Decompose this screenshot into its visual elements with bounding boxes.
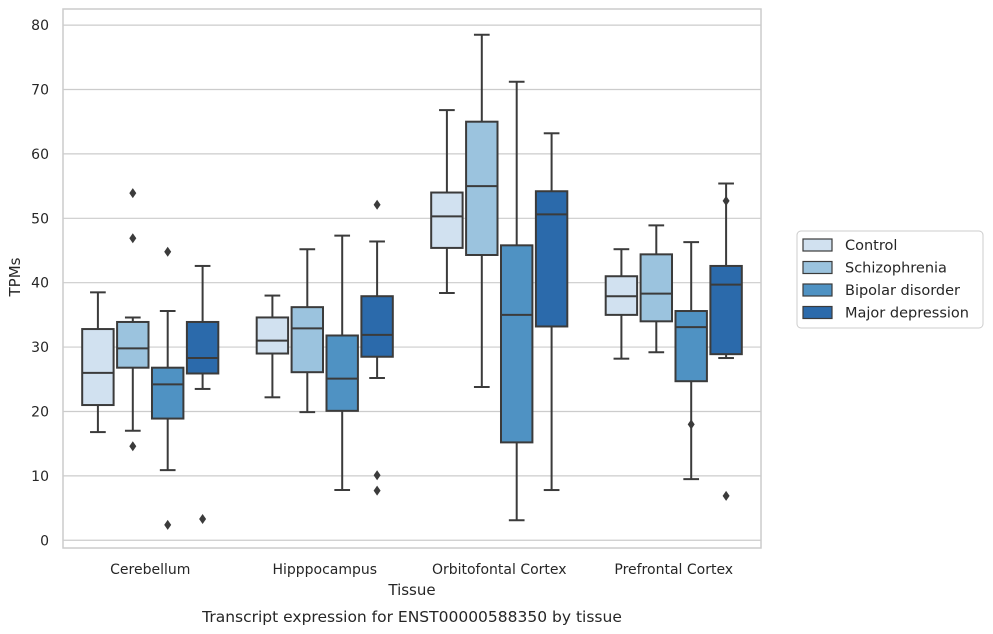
box [360, 295, 394, 358]
x-tick-label: Hipppocampus [272, 562, 377, 578]
outlier-point [164, 519, 172, 530]
box [290, 306, 325, 374]
x-tick-label: Cerebellum [110, 562, 190, 578]
box-group [709, 182, 743, 501]
box-group [465, 33, 499, 389]
outlier-point [687, 419, 695, 430]
box [325, 334, 359, 412]
y-tick-label: 40 [31, 276, 49, 292]
box [534, 190, 569, 328]
y-tick-label: 60 [31, 147, 49, 163]
box-group [430, 109, 464, 294]
box-group [185, 264, 220, 525]
box-group [639, 224, 674, 354]
legend: Control Schizophrenia Bipolar disorder Majo… [796, 230, 984, 329]
legend-label: Major depression [845, 306, 969, 322]
box-group [150, 246, 185, 530]
outlier-point [722, 195, 730, 206]
box [116, 320, 150, 369]
box-group [81, 291, 115, 434]
legend-label: Control [845, 238, 897, 254]
outlier-point [129, 188, 137, 199]
legend-swatch [802, 238, 833, 252]
outlier-point [164, 246, 172, 257]
x-tick-labels: Cerebellum Hipppocampus Orbitofontal Corte… [110, 562, 733, 578]
outlier-point [373, 485, 381, 496]
box-group [325, 234, 359, 492]
y-tick-label: 0 [40, 533, 49, 549]
box [81, 328, 115, 407]
x-tick-label: Orbitofontal Cortex [432, 562, 567, 578]
outlier-point [373, 470, 381, 481]
box [674, 310, 708, 383]
plot-area-frame [62, 8, 762, 549]
outlier-point [373, 199, 381, 210]
y-tick-label: 20 [31, 404, 49, 420]
box [255, 316, 290, 355]
box [709, 264, 743, 356]
x-axis-label: Tissue [387, 581, 435, 599]
box-group [290, 248, 325, 414]
box-group [604, 248, 639, 360]
box-group [534, 132, 569, 492]
outlier-point [129, 441, 137, 452]
legend-label: Schizophrenia [845, 261, 947, 277]
legend-swatch [802, 305, 833, 320]
legend-label: Bipolar disorder [845, 283, 960, 299]
box-group [674, 241, 708, 481]
outlier-point [199, 514, 207, 525]
legend-frame [796, 230, 984, 329]
box [185, 320, 220, 375]
y-tick-label: 10 [31, 469, 49, 485]
legend-swatch [802, 283, 833, 297]
outlier-point [722, 490, 730, 501]
y-axis-label: TPMs [6, 257, 24, 297]
box-group [499, 80, 534, 522]
box [150, 366, 185, 420]
y-tick-label: 50 [31, 211, 49, 227]
box-group [116, 188, 150, 452]
y-tick-label: 70 [31, 82, 49, 98]
box-group [360, 199, 394, 496]
box [465, 120, 499, 256]
box-group [255, 294, 290, 399]
y-tick-label: 80 [31, 18, 49, 34]
y-tick-labels: 0 10 20 30 40 50 60 70 80 [31, 18, 49, 549]
box [430, 191, 464, 249]
box [499, 244, 534, 444]
chart-title: Transcript expression for ENST0000058835… [201, 608, 622, 626]
x-tick-label: Prefrontal Cortex [614, 562, 733, 578]
boxes [81, 33, 743, 530]
y-tick-label: 30 [31, 340, 49, 356]
legend-swatch [802, 260, 833, 275]
box [639, 253, 674, 323]
outlier-point [129, 233, 137, 244]
